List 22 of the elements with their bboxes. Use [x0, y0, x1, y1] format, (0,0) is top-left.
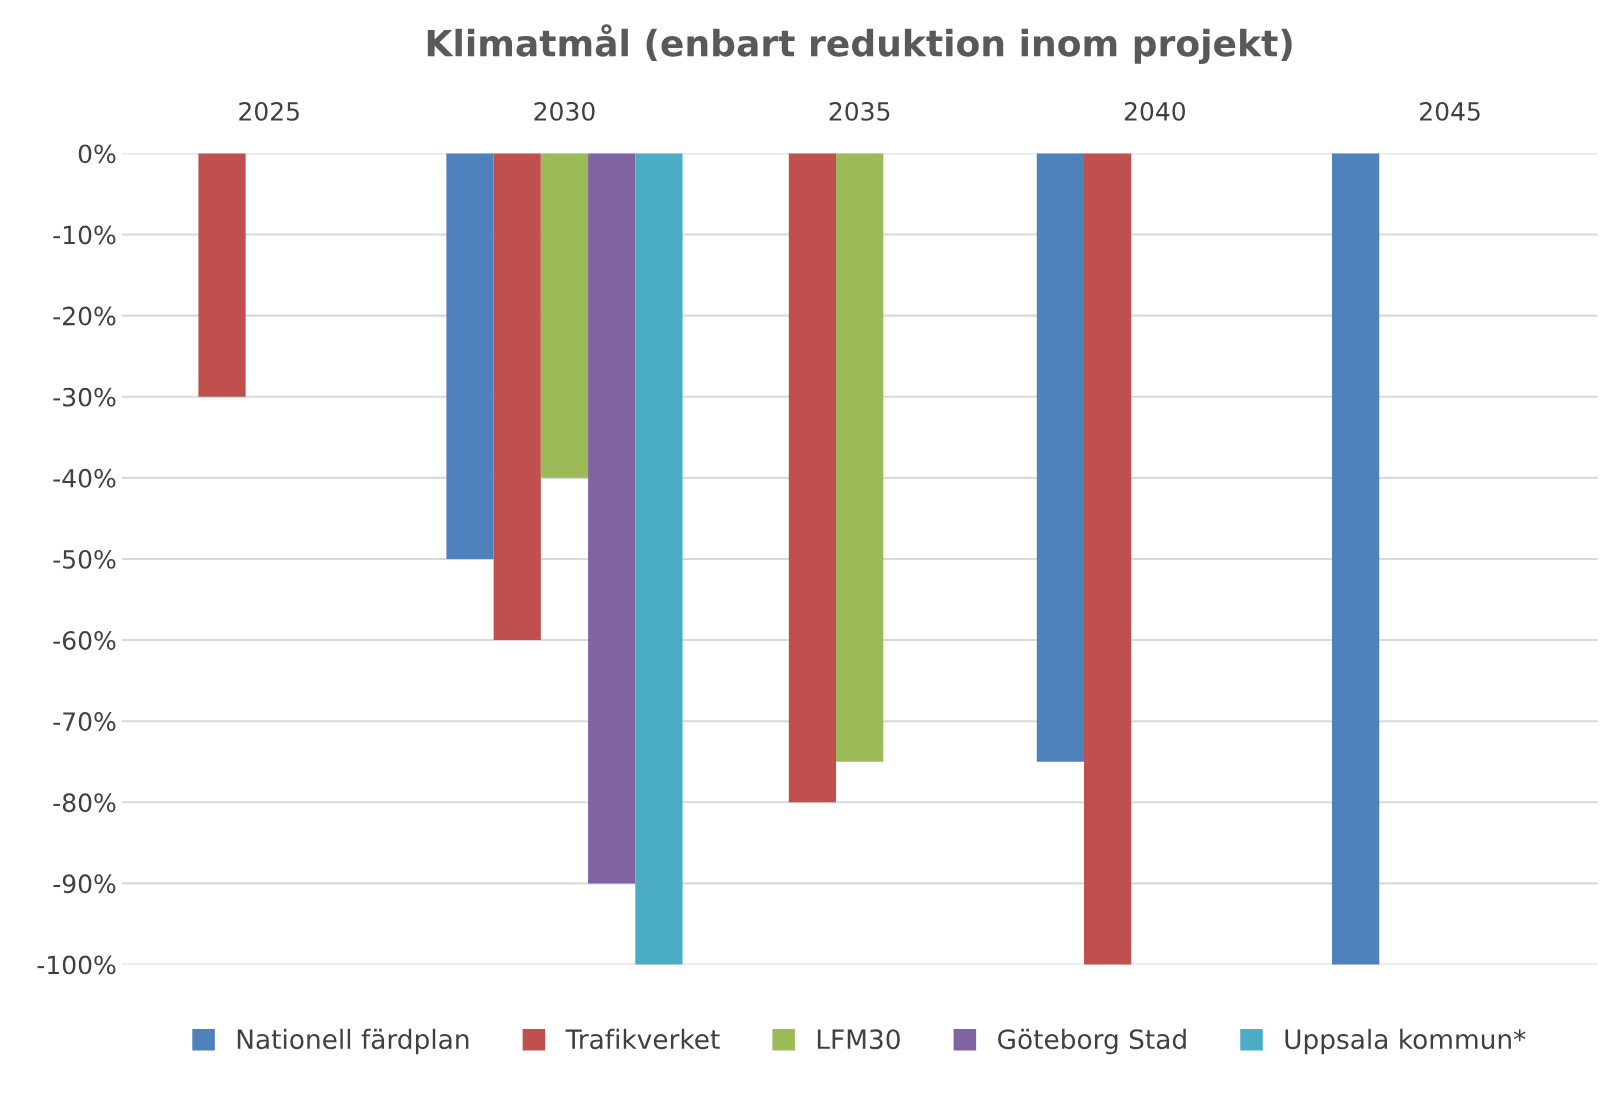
y-tick-label: -30%	[53, 387, 116, 407]
y-tick-label: -50%	[53, 549, 116, 569]
chart-title: Klimatmål (enbart reduktion inom projekt)	[427, 24, 1292, 65]
legend-label: Uppsala kommun*	[1285, 1028, 1526, 1055]
legend-label: Göteborg Stad	[998, 1028, 1186, 1055]
y-tick-label: -60%	[53, 631, 116, 650]
y-tick-label: -90%	[53, 874, 116, 894]
x-tick-label: 2045	[1420, 101, 1480, 121]
legend-label: LFM30	[817, 1029, 900, 1050]
y-tick-label: -100%	[37, 955, 116, 975]
legend-label: Nationell färdplan	[237, 1028, 469, 1055]
x-tick-label: 2035	[829, 101, 890, 121]
legend-label: Trafikverket	[565, 1028, 720, 1050]
y-tick-label: -80%	[53, 793, 116, 813]
y-tick-label: -70%	[53, 712, 116, 732]
x-tick-label: 2040	[1124, 101, 1186, 121]
y-tick-label: -40%	[53, 468, 116, 488]
x-tick-label: 2030	[534, 101, 595, 121]
x-tick-label: 2025	[239, 101, 299, 121]
y-tick-label: 0%	[78, 144, 116, 164]
y-tick-label: -20%	[53, 306, 116, 326]
y-tick-label: -10%	[53, 225, 116, 245]
